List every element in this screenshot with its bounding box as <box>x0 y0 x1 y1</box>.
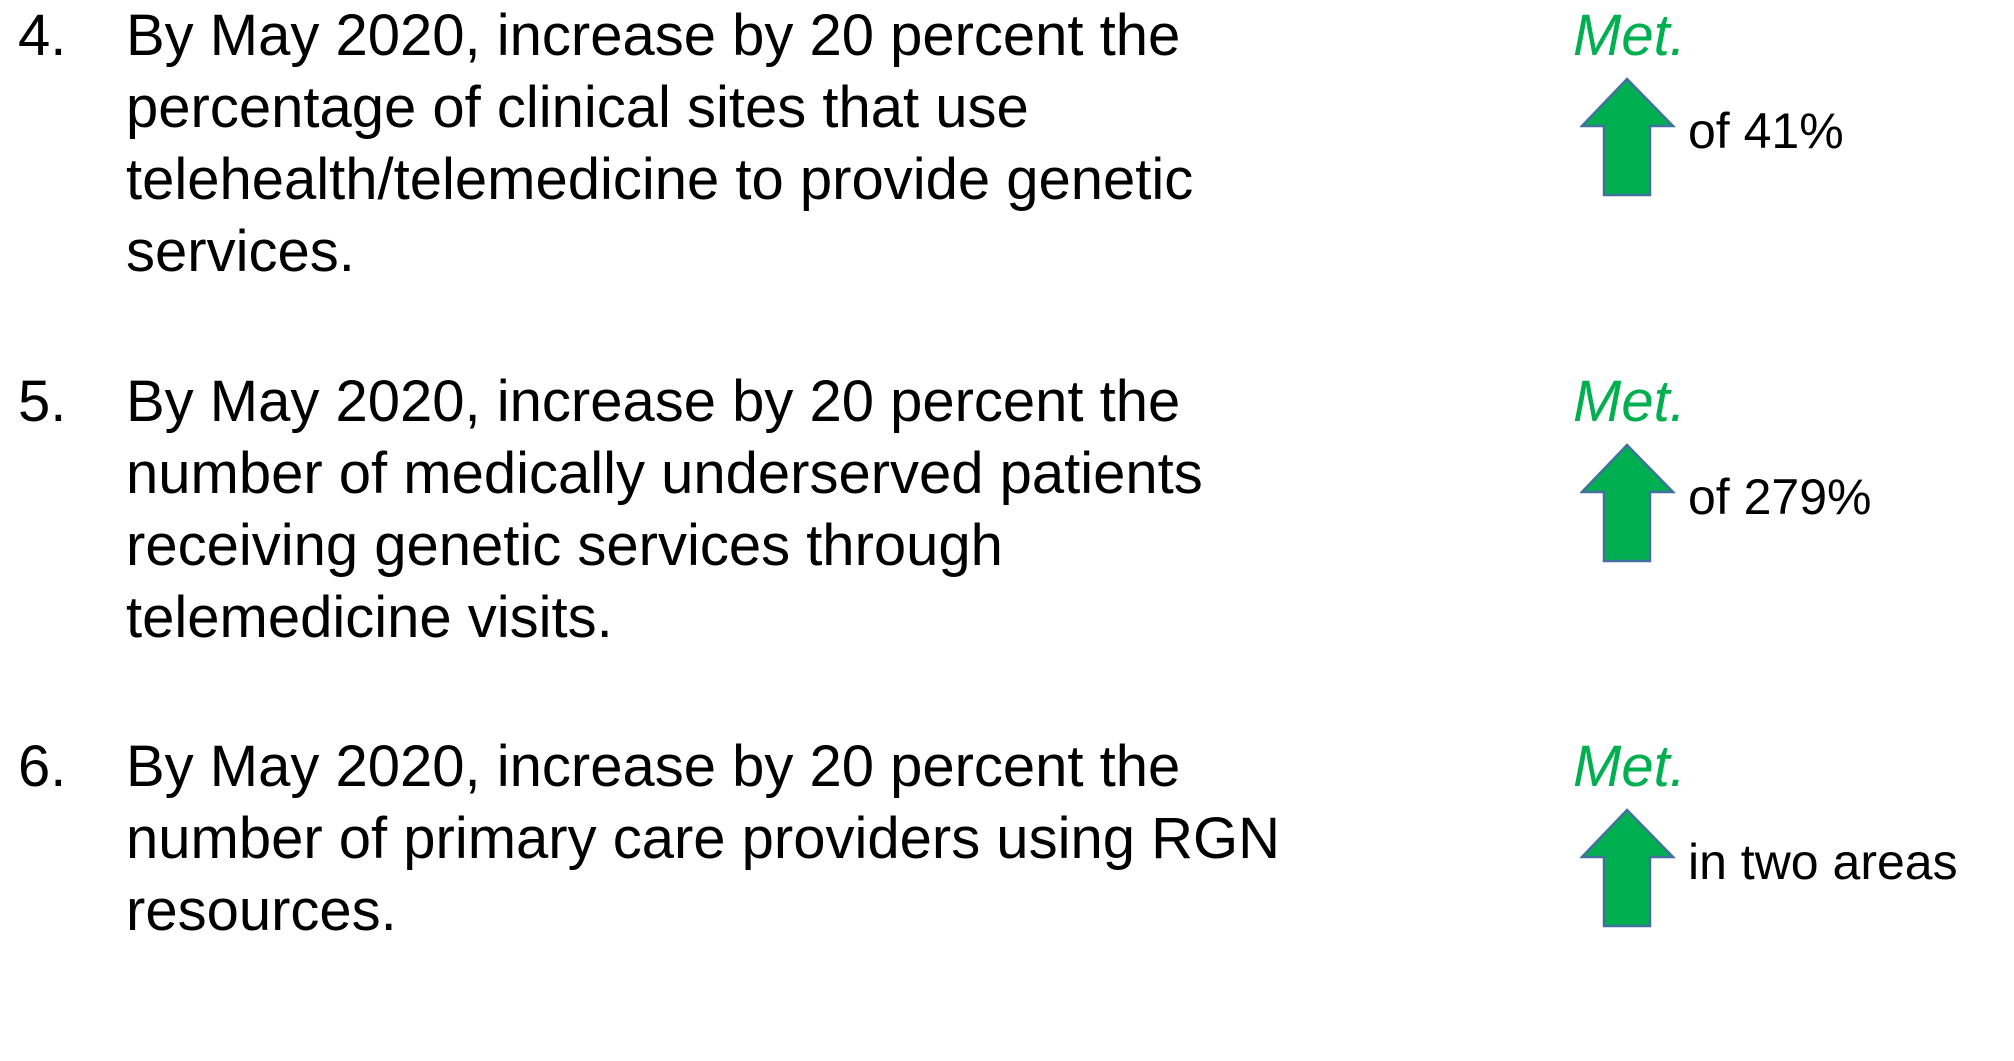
objective-text: telemedicine visits. <box>126 585 613 650</box>
objective-text: percentage of clinical sites that use <box>126 75 1029 140</box>
objective-text: By May 2020, increase by 20 percent the <box>126 734 1181 799</box>
objective-text: telehealth/telemedicine to provide genet… <box>126 147 1194 212</box>
up-arrow <box>1580 443 1676 563</box>
objective-text: resources. <box>126 878 397 943</box>
objective-text: receiving genetic services through <box>126 513 1003 578</box>
status-detail: of 279% <box>1688 469 1872 525</box>
item-number: 4. <box>18 3 67 68</box>
objective-text: number of medically underserved patients <box>126 441 1203 506</box>
item-number: 5. <box>18 369 67 434</box>
item-number: 6. <box>18 734 67 799</box>
arrow-shape <box>1580 443 1676 563</box>
objective: 4. By May 2020, increase by 20 percent th… <box>0 0 2014 330</box>
status-detail: of 41% <box>1688 103 1844 159</box>
objective: 5. By May 2020, increase by 20 percent th… <box>0 366 2014 696</box>
objective-text: services. <box>126 219 355 284</box>
up-arrow <box>1580 808 1676 928</box>
objective-text: By May 2020, increase by 20 percent the <box>126 369 1181 434</box>
arrow-shape <box>1580 808 1676 928</box>
arrow-shape <box>1580 77 1676 197</box>
status: Met. <box>1573 734 1686 799</box>
objective-text: number of primary care providers using R… <box>126 806 1280 871</box>
objective: 6. By May 2020, increase by 20 percent th… <box>0 731 2014 1061</box>
status-detail: in two areas <box>1688 834 1958 890</box>
up-arrow <box>1580 77 1676 197</box>
status: Met. <box>1573 369 1686 434</box>
objective-text: By May 2020, increase by 20 percent the <box>126 3 1181 68</box>
slide: 4. By May 2020, increase by 20 percent th… <box>0 0 2014 943</box>
status: Met. <box>1573 3 1686 68</box>
